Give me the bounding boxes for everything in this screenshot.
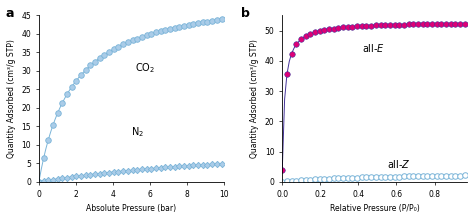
Text: CO$_2$: CO$_2$ (135, 61, 155, 75)
Y-axis label: Quantity Adsorbed (cm³/g STP): Quantity Adsorbed (cm³/g STP) (7, 39, 16, 158)
Y-axis label: Quantity Adsorbed (cm³/g STP): Quantity Adsorbed (cm³/g STP) (250, 39, 259, 158)
Text: all-$Z$: all-$Z$ (387, 158, 411, 170)
Text: a: a (6, 7, 14, 20)
Text: b: b (241, 7, 250, 20)
Text: N$_2$: N$_2$ (131, 126, 144, 139)
X-axis label: Relative Pressure (P/P₀): Relative Pressure (P/P₀) (330, 204, 419, 213)
Text: all-$E$: all-$E$ (362, 42, 385, 54)
X-axis label: Absolute Pressure (bar): Absolute Pressure (bar) (86, 204, 176, 213)
